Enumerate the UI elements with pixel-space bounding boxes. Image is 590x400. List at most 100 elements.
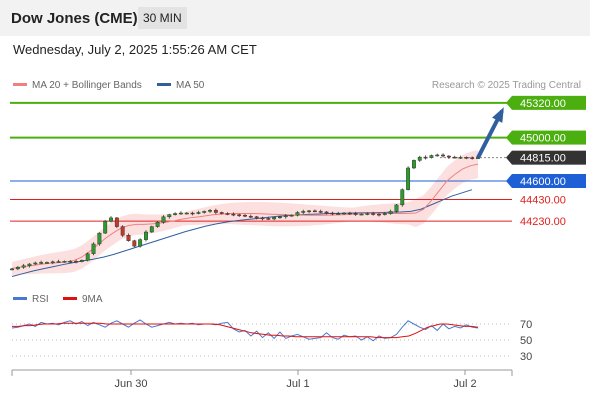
x-tick-label: Jun 30 <box>114 378 147 390</box>
candle-body <box>132 240 137 247</box>
credit-text: Research © 2025 Trading Central <box>431 80 581 91</box>
candle-body <box>429 155 434 158</box>
candle <box>283 213 288 219</box>
candle-body <box>219 212 224 214</box>
candle-body <box>452 156 457 159</box>
timeframe-badge[interactable]: 30 MIN <box>138 7 187 29</box>
datetime-text: Wednesday, July 2, 2025 1:55:26 AM CET <box>13 42 257 57</box>
candle-body <box>312 210 317 213</box>
candle-body <box>39 262 44 264</box>
legend-rsi-label: RSI <box>32 294 49 305</box>
candle-body <box>10 268 14 271</box>
candle <box>289 214 294 217</box>
rsi-level-label-70: 70 <box>520 319 532 331</box>
candle-body <box>307 210 312 213</box>
candle <box>307 209 312 214</box>
candle-body <box>74 261 79 263</box>
candle-body <box>225 213 230 215</box>
candle-body <box>21 265 26 268</box>
candle <box>27 263 32 268</box>
candle <box>446 155 451 159</box>
candle-body <box>417 156 422 161</box>
candle-body <box>371 213 376 215</box>
candle <box>213 208 218 215</box>
candle-body <box>15 267 20 270</box>
candle <box>50 260 55 265</box>
candle <box>400 188 405 207</box>
candle-body <box>213 210 218 213</box>
candle <box>435 153 440 157</box>
candle-body <box>464 157 469 159</box>
candle <box>388 209 393 215</box>
candle-body <box>196 212 201 214</box>
candle <box>260 216 265 221</box>
candle <box>144 230 148 242</box>
candle-body <box>243 214 247 217</box>
candle-body <box>278 216 282 219</box>
candle <box>15 265 20 271</box>
candle-body <box>155 222 160 227</box>
candle-body <box>103 220 108 234</box>
candle-body <box>359 213 364 216</box>
candle-body <box>149 226 154 233</box>
level-label-45000-00: 45000.00 <box>520 133 566 145</box>
candle <box>441 153 445 158</box>
candle-body <box>173 213 178 215</box>
x-tick-label: Jul 1 <box>286 378 309 390</box>
candle-body <box>377 213 381 216</box>
candle <box>120 225 125 238</box>
candle-body <box>167 214 172 218</box>
candle <box>347 211 352 216</box>
candle <box>336 211 341 215</box>
candle-body <box>85 253 90 261</box>
candle-body <box>400 189 405 206</box>
candle-body <box>266 218 271 220</box>
candle <box>68 260 73 263</box>
candle <box>278 215 282 219</box>
candle <box>248 214 253 219</box>
candle <box>56 259 61 263</box>
candle <box>85 252 90 262</box>
candle-body <box>423 156 428 159</box>
candle-body <box>382 213 387 215</box>
candle <box>62 260 67 263</box>
rsi-ma9-line <box>12 322 479 339</box>
candle <box>254 215 259 220</box>
candle <box>243 213 247 218</box>
candle <box>208 209 212 213</box>
candle-body <box>318 211 323 213</box>
candle <box>184 212 189 215</box>
candle-body <box>114 217 119 227</box>
candle <box>464 156 469 160</box>
candle <box>138 238 143 248</box>
candle-body <box>283 215 288 218</box>
instrument-title: Dow Jones (CME) <box>11 10 138 27</box>
candle <box>365 212 370 216</box>
candle-body <box>97 232 102 245</box>
candle <box>266 216 271 220</box>
candle-body <box>394 204 399 212</box>
candle-body <box>301 211 306 213</box>
legend-ma50-label: MA 50 <box>176 80 205 91</box>
candle-body <box>190 212 195 215</box>
level-tag-arrow-45000-00 <box>506 130 512 145</box>
candle-body <box>91 243 96 254</box>
candle-body <box>272 217 277 220</box>
level-tag-arrow-44815-00 <box>506 150 512 165</box>
candle-body <box>144 231 148 240</box>
candle <box>126 233 131 242</box>
level-label-44815-00: 44815.00 <box>520 153 566 165</box>
ma20-swatch <box>13 82 27 86</box>
level-tag-arrow-45320-00 <box>506 95 512 110</box>
candle <box>91 242 96 256</box>
candle <box>39 260 44 265</box>
candle <box>219 211 224 215</box>
candle <box>79 259 84 263</box>
candle <box>161 215 166 224</box>
rsi-level-label-50: 50 <box>520 335 532 347</box>
level-label-45320-00: 45320.00 <box>520 98 566 110</box>
candle <box>318 209 323 214</box>
candle <box>155 220 160 228</box>
candle <box>237 213 242 218</box>
